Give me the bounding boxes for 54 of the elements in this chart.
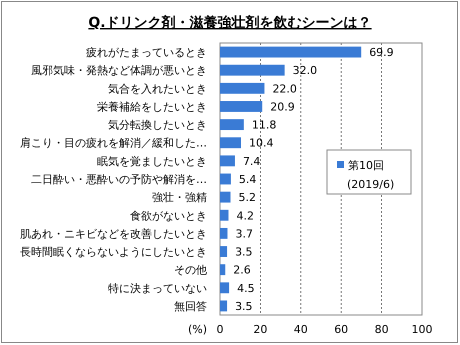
x-axis-title: (%) (188, 323, 207, 336)
bar (220, 46, 362, 58)
data-label: 5.4 (238, 173, 256, 186)
bar (220, 119, 244, 130)
data-label: 2.6 (233, 264, 251, 277)
y-tick-label: 強壮・強精 (152, 191, 207, 204)
y-tick-label: 二日酔い・悪酔いの予防や解消を… (31, 173, 207, 186)
data-label: 3.5 (235, 300, 253, 313)
x-tick-label: 80 (374, 323, 389, 336)
data-label: 32.0 (292, 64, 318, 78)
bar (220, 155, 235, 166)
y-tick-label: 気合を入れたいとき (108, 82, 207, 96)
x-tick-label: 20 (253, 323, 268, 336)
chart-title: Q.ドリンク剤・滋養強壮剤を飲むシーンは？ (88, 14, 372, 31)
bar (220, 300, 228, 312)
bar (220, 64, 285, 76)
data-label: 20.9 (270, 100, 295, 114)
y-tick-label: 肩こり・目の疲れを解消／緩和した… (20, 136, 207, 150)
y-tick-label: 食欲がないとき (130, 209, 207, 222)
bar (220, 101, 262, 112)
x-tick-label: 100 (412, 323, 432, 336)
bar (220, 210, 228, 221)
y-tick-label: 疲れがたまっているとき (86, 46, 207, 60)
x-tick-label: 0 (216, 323, 224, 336)
y-tick-label: 無回答 (174, 300, 207, 313)
data-label: 3.5 (235, 246, 253, 259)
y-tick-label: 気分転換したいとき (108, 118, 207, 132)
data-label: 4.5 (237, 282, 255, 295)
data-label: 10.4 (249, 136, 274, 150)
y-tick-label: 肌あれ・ニキビなどを改善したいとき (20, 227, 207, 240)
data-label: 4.2 (236, 209, 254, 222)
bar (220, 82, 264, 94)
data-label: 69.9 (369, 46, 394, 60)
x-tick-label: 60 (334, 323, 348, 336)
legend-label: 第10回 (2019/6) (347, 159, 394, 191)
y-tick-label: 眠気を覚ましたいとき (97, 154, 207, 168)
y-tick-label: 風邪気味・発熱など体調が悪いとき (31, 64, 207, 78)
bar (220, 264, 226, 276)
y-tick-label: その他 (174, 264, 207, 277)
bar (220, 192, 231, 203)
data-label: 5.2 (238, 191, 256, 204)
bar (220, 228, 228, 239)
data-label: 22.0 (272, 82, 297, 96)
bar (220, 282, 230, 294)
x-tick-label: 40 (294, 323, 308, 336)
data-label: 7.4 (242, 154, 260, 168)
y-tick-label: 長時間眠くならないようにしたいとき (20, 246, 207, 259)
bar (220, 246, 228, 257)
data-label: 11.8 (252, 118, 276, 132)
data-label: 3.7 (235, 227, 253, 240)
bar (220, 137, 242, 148)
y-tick-label: 栄養補給をしたいとき (97, 100, 207, 114)
y-tick-label: 特に決まっていない (108, 282, 207, 295)
bar (220, 174, 231, 184)
